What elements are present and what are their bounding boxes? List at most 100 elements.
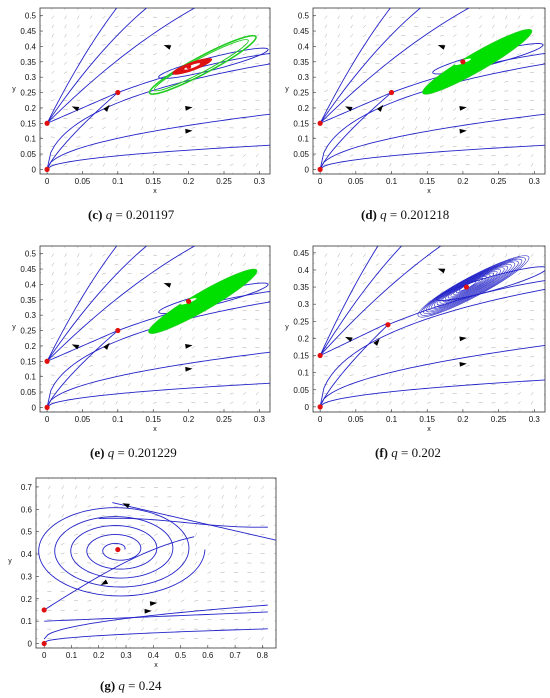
y-tick-label: 0.5 [25,250,37,259]
x-tick-label: 0.2 [183,415,195,424]
y-tick-label: 0.7 [21,483,33,492]
trajectory [43,536,195,611]
x-tick-label: 0 [318,177,323,186]
equilibrium-point [388,89,395,96]
trajectory [319,288,545,407]
trajectory [46,8,148,124]
y-tick-label: 0.35 [20,58,36,67]
caption-value: = 0.24 [128,678,162,693]
y-tick-label: 0.4 [298,42,310,51]
caption-g: (g) q = 0.24 [100,678,162,694]
panel-f: 0 0.05 0.1 0.15 0.2 0.25 0.3 0 0.05 0.1 0.15 0.2 0.2… [275,238,550,478]
x-tick-label: 0.4 [148,651,160,660]
y-tick-label: 0.1 [25,373,37,382]
trajectory [43,604,268,640]
y-tick-label: 0 [28,640,33,649]
direction-arrow [376,104,384,112]
equilibrium-point [460,59,466,65]
spiral-loop [420,257,526,316]
x-tick-label: 0 [45,177,50,186]
y-tick-label: 0.1 [25,135,37,144]
direction-arrow [163,283,172,288]
vector-field [36,478,276,648]
direction-arrow [437,268,446,274]
caption-value: = 0.201218 [389,207,450,222]
y-tick-label: 0.45 [20,265,36,274]
y-tick-label: 0.2 [298,334,310,343]
y-tick-label: 0.05 [293,150,309,159]
trajectory [319,8,422,124]
direction-arrow [345,106,353,112]
trajectory [319,324,389,408]
y-tick-label: 0.15 [20,357,36,366]
x-axis-label: x [154,662,158,669]
x-tick-label: 0.2 [457,177,469,186]
y-tick-label: 0.3 [298,73,310,82]
direction-arrow [459,106,467,111]
trajectory [319,379,545,408]
limit-cycle-region [148,268,258,334]
x-tick-label: 0.8 [257,651,269,660]
x-tick-label: 0.3 [120,651,132,660]
panel-e: 0 0.05 0.1 0.15 0.2 0.25 0.3 0 0.05 0.1 0.15 0.2 0.2… [0,238,275,478]
chart-d: 0 0.05 0.1 0.15 0.2 0.25 0.3 0 0.05 0.1 0.15 0.2 0.2… [285,7,546,195]
spiral-loop [428,262,516,311]
trajectory [46,92,119,170]
direction-arrow [345,336,353,342]
x-tick-label: 0.1 [386,177,398,186]
direction-arrow [459,336,467,342]
x-tick-label: 0.05 [75,177,91,186]
x-tick-label: 0.15 [419,177,435,186]
direction-arrow [373,338,380,346]
trajectory [98,517,268,528]
direction-arrow [71,106,80,112]
trajectory [319,63,545,170]
equilibrium-point [186,63,192,70]
trajectory [46,330,119,362]
y-axis-label: y [12,324,16,331]
equilibrium-point [44,120,50,126]
trajectory [46,8,196,124]
trajectory [46,8,118,124]
y-tick-label: 0.25 [293,317,309,326]
spiral-loop [442,270,498,302]
y-tick-label: 0.15 [20,119,36,128]
y-axis-label: y [12,86,16,93]
caption-q: q [380,207,387,222]
spiral-loop [425,260,519,313]
direction-arrow [103,104,110,112]
y-tick-label: 0.25 [293,89,309,98]
spiral-loop [450,276,487,297]
panel-d: 0 0.05 0.1 0.15 0.2 0.25 0.3 0 0.05 0.1 0.15 0.2 0.2… [275,0,550,240]
chart-c: 0 0.05 0.1 0.15 0.2 0.25 0.3 0 0.05 0.1 0.15 0.2 0.2… [12,7,271,195]
trajectory [46,246,148,362]
direction-arrow [459,128,467,134]
x-tick-label: 0.1 [112,415,124,424]
y-axis-label: y [8,558,12,565]
plot-frame [312,245,546,413]
panel-c: 0 0.05 0.1 0.15 0.2 0.25 0.3 0 0.05 0.1 0.15 0.2 0.2… [0,0,275,240]
caption-label: (g) [100,678,116,693]
caption-f: (f) q = 0.202 [375,445,441,461]
direction-arrow [185,344,193,349]
x-tick-label: 0.3 [529,415,541,424]
equilibrium-point [115,327,121,334]
caption-value: = 0.201229 [117,445,177,460]
trajectory [319,344,545,408]
caption-label: (f) [375,445,388,460]
equilibrium-point [44,166,50,172]
caption-c: (c) q = 0.201197 [88,207,174,223]
x-tick-label: 0.15 [145,415,161,424]
caption-d: (d) q = 0.201218 [361,207,449,223]
equilibrium-point [115,546,121,553]
x-axis-label: x [427,426,431,433]
y-tick-label: 0.3 [21,572,33,581]
y-tick-label: 0.2 [25,104,37,113]
direction-arrow [459,362,467,367]
spiral-loop [445,272,495,301]
y-tick-label: 0.3 [298,300,310,309]
y-tick-label: 0.5 [21,528,33,537]
trajectory [46,144,270,170]
plot-frame [35,477,277,649]
caption-value: = 0.202 [401,445,441,460]
